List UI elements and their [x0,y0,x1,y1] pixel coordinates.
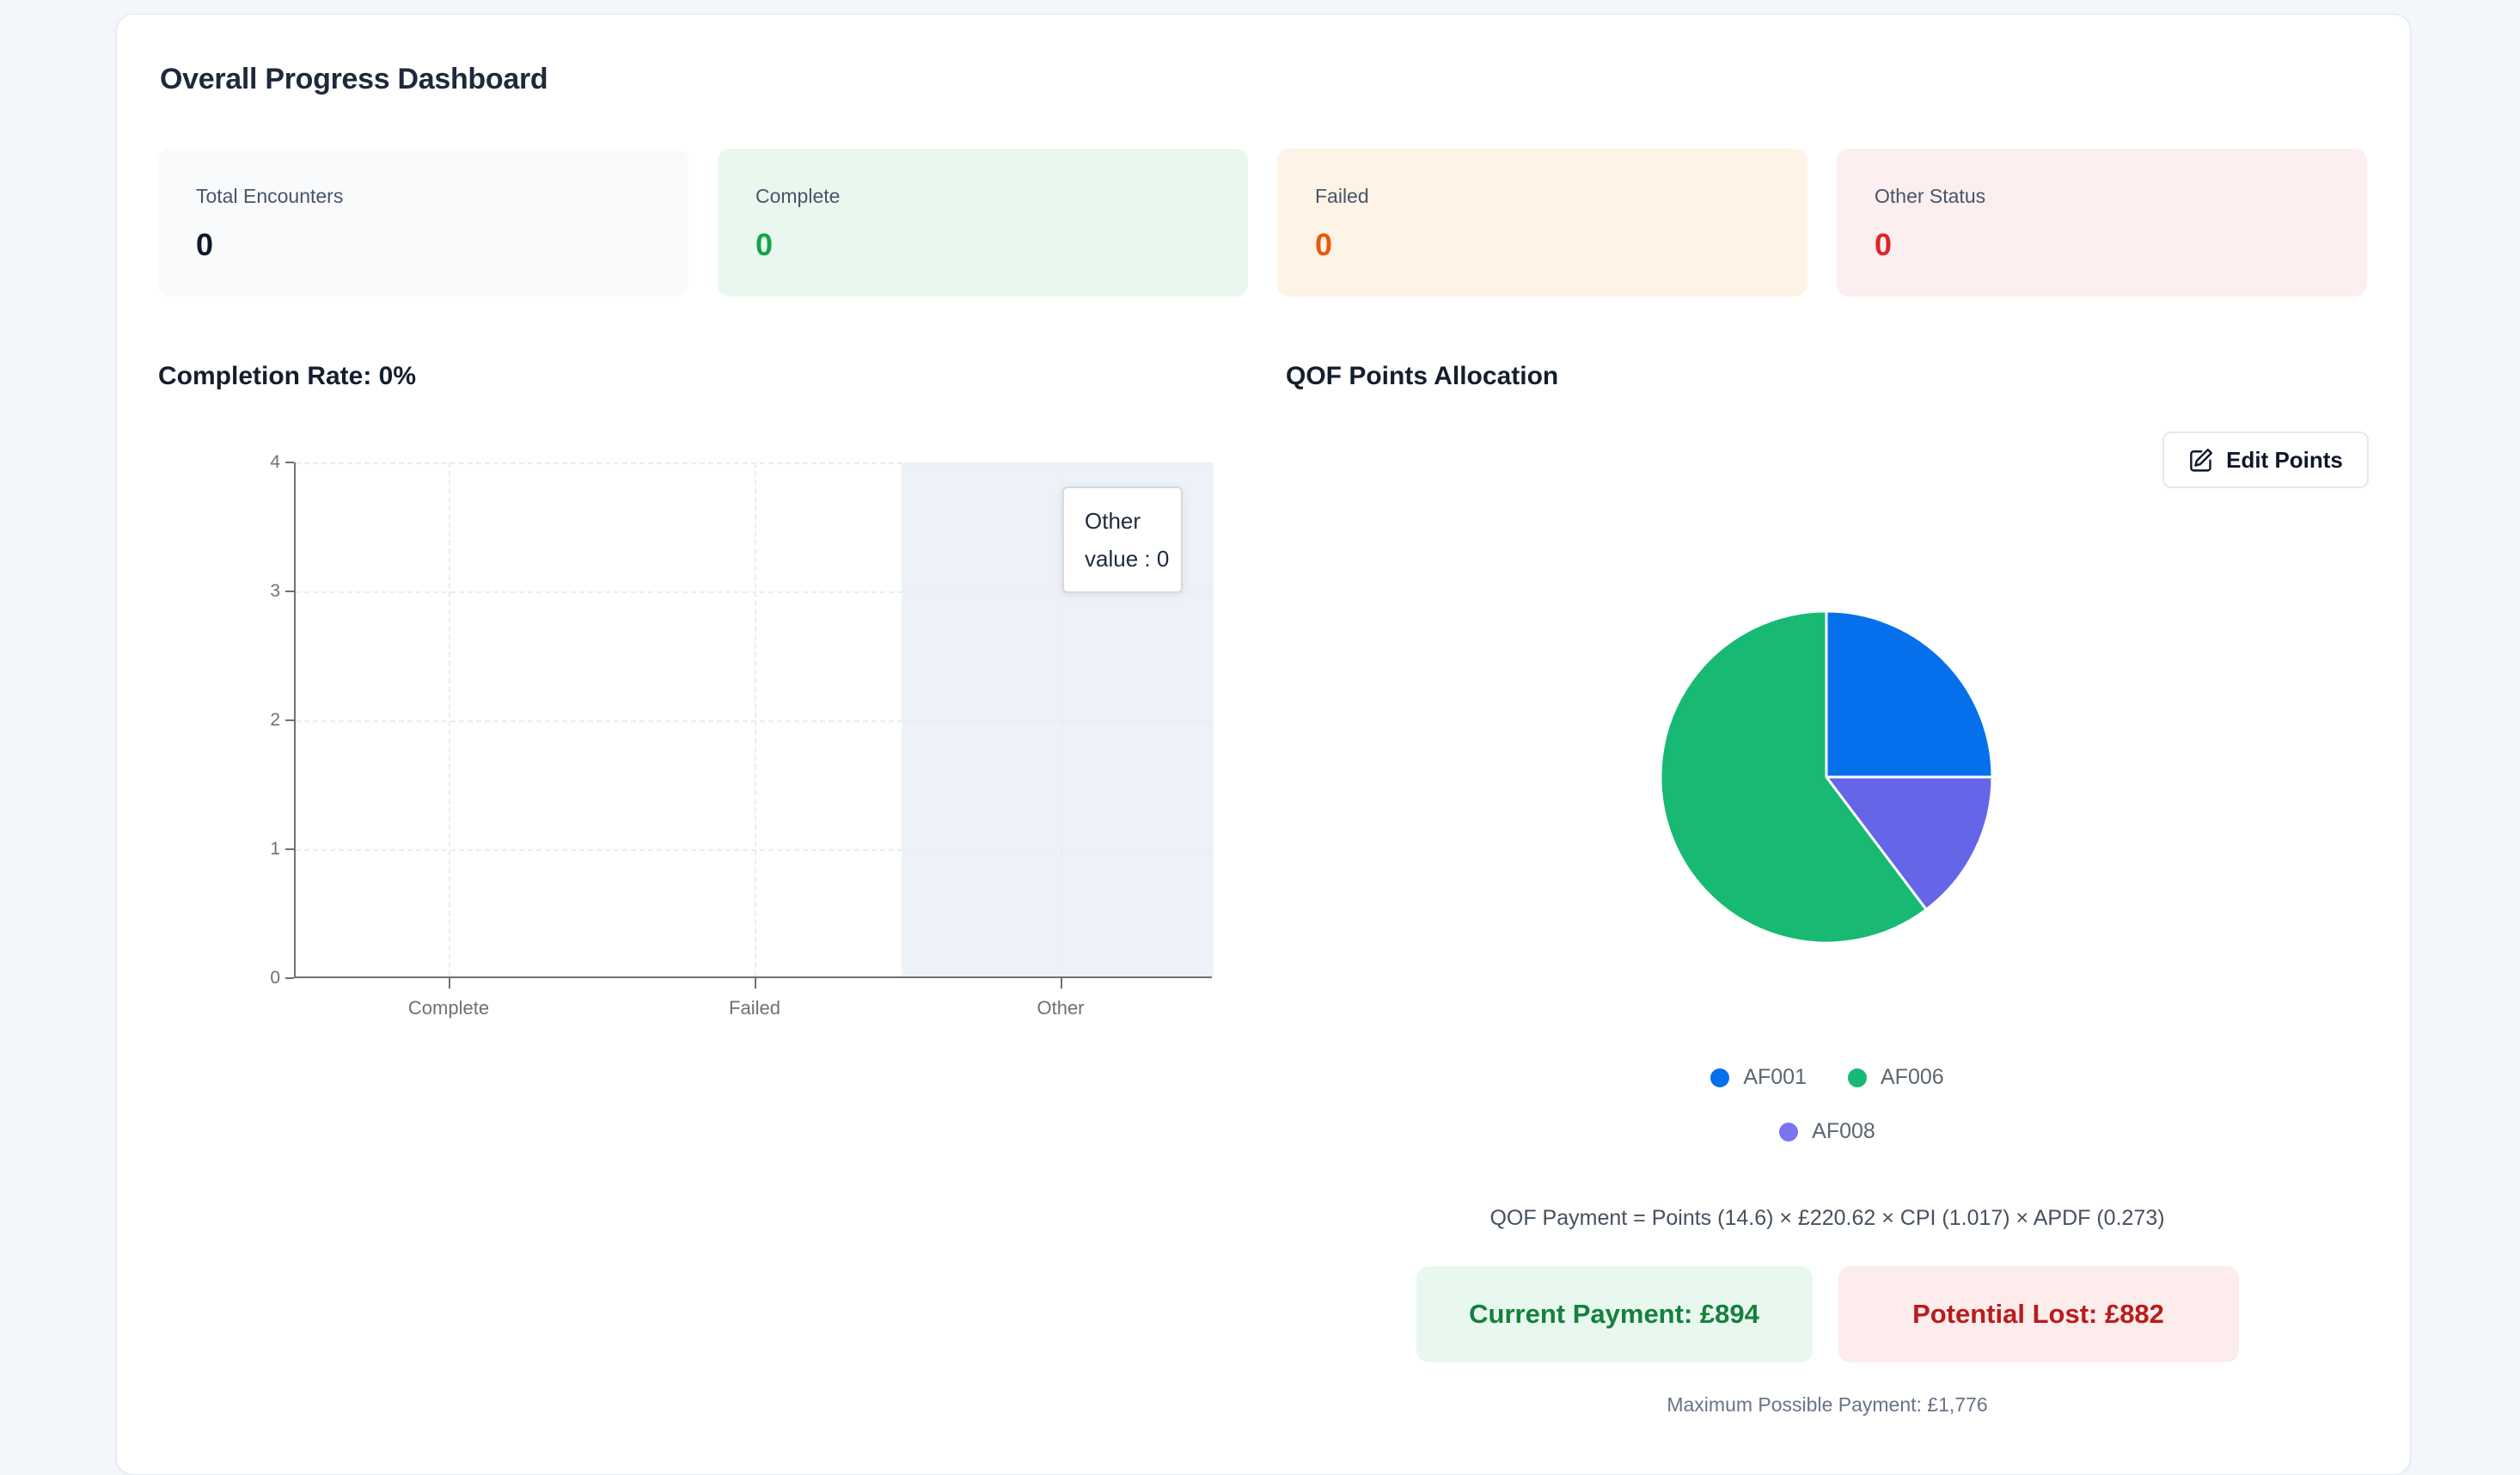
qof-payment-formula: QOF Payment = Points (14.6) × £220.62 × … [1489,1206,2165,1230]
legend-label: AF006 [1881,1065,1944,1089]
gridline [1061,462,1062,976]
stat-value: 0 [1315,227,1333,262]
stat-label: Failed [1315,185,1369,207]
y-axis-tick [285,977,294,979]
stat-card-other: Other Status 0 [1837,149,2367,297]
gridline [449,462,450,976]
gridline [755,462,756,976]
pie-legend: AF001 AF006 AF008 [1286,1065,2369,1144]
completion-rate-heading: Completion Rate: 0% [158,362,417,390]
qof-points-heading: QOF Points Allocation [1286,362,1559,390]
y-axis-tick [285,719,294,721]
completion-bar-chart[interactable]: Other value : 0 0 1 2 3 4 Complete Failed Other [270,452,1214,1019]
legend-label: AF008 [1812,1119,1875,1143]
max-payment-text: Maximum Possible Payment: £1,776 [1667,1393,1988,1416]
x-axis-category-label: Failed [729,997,780,1019]
y-axis-tick-label: 3 [270,581,280,601]
y-axis-tick-label: 1 [270,839,280,859]
tooltip-value: value : 0 [1085,546,1170,572]
x-axis-tick [449,978,450,988]
stat-value: 0 [196,227,214,262]
stats-row: Total Encounters 0 Complete 0 Failed 0 O… [158,149,2367,297]
x-axis-tick [755,978,756,988]
pie-slice-af001[interactable] [1825,609,1994,779]
qof-points-pie-chart[interactable] [1656,607,1997,947]
gridline [296,720,1212,722]
x-axis-category-label: Other [1037,997,1085,1019]
edit-points-button[interactable]: Edit Points [2162,431,2369,488]
legend-dot [1779,1122,1799,1141]
y-axis-tick-label: 2 [270,710,280,730]
chart-tooltip: Other value : 0 [1062,487,1183,593]
stat-label: Other Status [1875,185,1986,207]
pie-slice-af008[interactable] [1825,775,1994,911]
stat-card-total: Total Encounters 0 [158,149,688,297]
legend-row: AF001 AF006 [1710,1065,1944,1090]
potential-lost-badge: Potential Lost: £882 [1838,1266,2239,1362]
gridline [296,591,1212,593]
stat-card-failed: Failed 0 [1277,149,1807,297]
stat-value: 0 [1875,227,1893,262]
legend-item-af006[interactable]: AF006 [1848,1065,1944,1090]
pie-slice-af006[interactable] [1659,609,1928,945]
y-axis-tick-label: 4 [270,452,280,472]
legend-dot [1848,1068,1867,1087]
payments-row: Current Payment: £894 Potential Lost: £8… [1286,1266,2369,1362]
current-payment-badge: Current Payment: £894 [1416,1266,1813,1362]
y-axis-tick [285,848,294,850]
y-axis-tick [285,462,294,463]
y-axis-tick-label: 0 [270,968,280,988]
legend-dot [1710,1068,1730,1087]
gridline [296,849,1212,851]
legend-item-af008[interactable]: AF008 [1779,1119,1875,1144]
y-axis-tick [285,591,294,592]
legend-label: AF001 [1743,1065,1807,1089]
legend-item-af001[interactable]: AF001 [1710,1065,1807,1090]
legend-row: AF008 [1779,1119,1875,1144]
stat-label: Total Encounters [196,185,344,207]
edit-points-label: Edit Points [2226,446,2343,473]
edit-pencil-square-icon [2188,447,2214,473]
stat-value: 0 [755,227,774,262]
stat-label: Complete [755,185,841,207]
page-title: Overall Progress Dashboard [160,63,548,95]
dashboard-card: Overall Progress Dashboard Total Encount… [116,14,2411,1475]
gridline [296,462,1212,464]
stat-card-complete: Complete 0 [718,149,1248,297]
x-axis-category-label: Complete [407,997,490,1019]
tooltip-category: Other [1085,508,1141,534]
x-axis-tick [1061,978,1062,988]
